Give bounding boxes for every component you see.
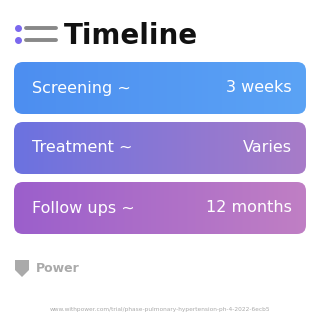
Text: Varies: Varies <box>243 141 292 156</box>
Text: www.withpower.com/trial/phase-pulmonary-hypertension-ph-4-2022-6ecb5: www.withpower.com/trial/phase-pulmonary-… <box>50 307 270 313</box>
Text: 3 weeks: 3 weeks <box>226 80 292 95</box>
Polygon shape <box>15 260 29 277</box>
Text: Treatment ~: Treatment ~ <box>32 141 132 156</box>
Text: 12 months: 12 months <box>206 200 292 215</box>
Text: Screening ~: Screening ~ <box>32 80 131 95</box>
Text: Timeline: Timeline <box>64 22 198 50</box>
Text: Power: Power <box>36 263 80 276</box>
Text: Follow ups ~: Follow ups ~ <box>32 200 135 215</box>
